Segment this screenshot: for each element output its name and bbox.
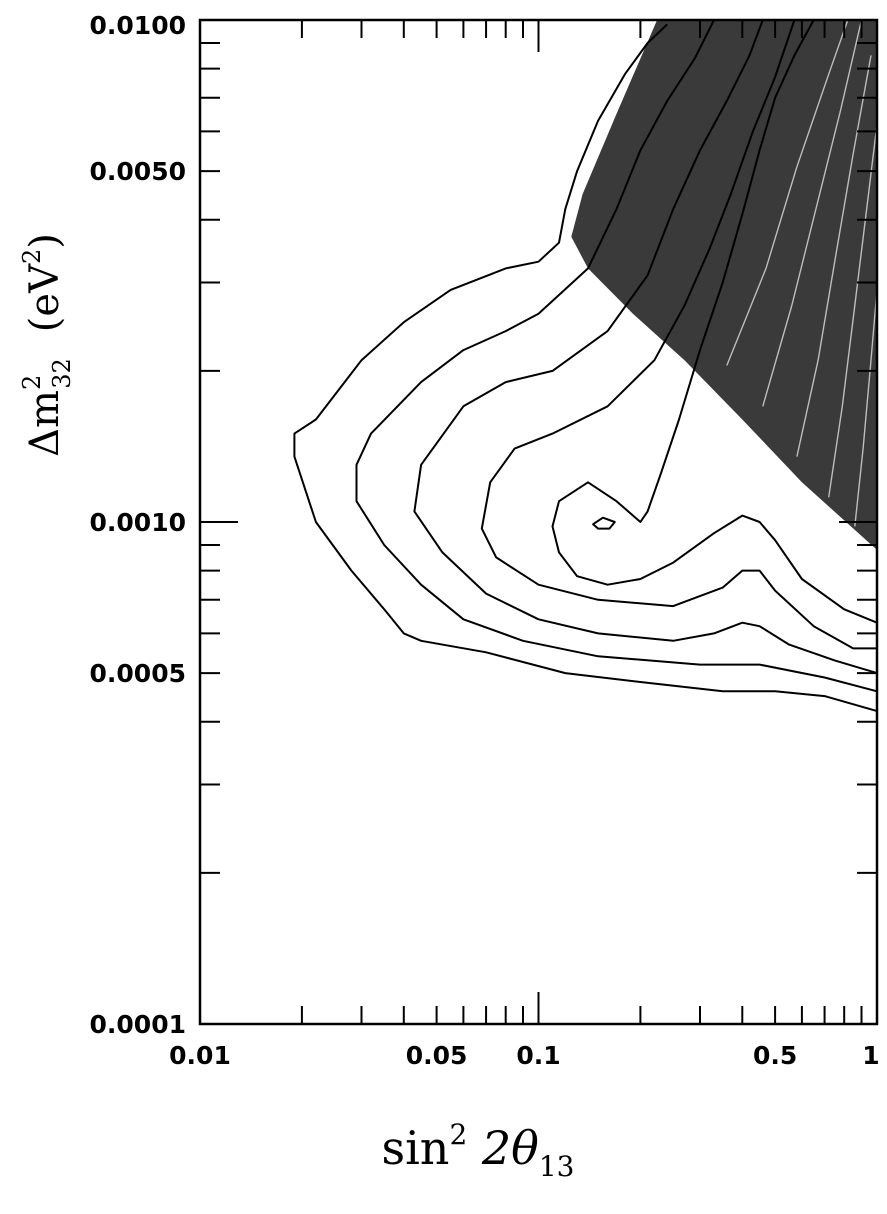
- y-axis-title-unit-sup: 2: [18, 249, 46, 264]
- x-axis-title-base: sin: [381, 1121, 449, 1175]
- x-tick-label: 1: [862, 1041, 879, 1070]
- x-axis-title-sub: 13: [539, 1150, 575, 1183]
- y-axis-title-sup: 2: [18, 375, 46, 390]
- excluded-region: [571, 20, 877, 550]
- y-tick-label: 0.0001: [90, 1010, 186, 1039]
- y-axis-title-base: Δm: [22, 390, 68, 457]
- contour-line-6: [592, 516, 616, 530]
- contour-line-1: [293, 23, 878, 713]
- y-axis-title-unit-open: (eV: [22, 263, 68, 332]
- contour-line-9: [796, 55, 872, 457]
- axis-ticks: [199, 20, 877, 1025]
- contour-line-7: [726, 19, 849, 366]
- contour-line-4: [480, 19, 877, 650]
- y-tick-label: 0.0010: [90, 508, 186, 537]
- contour-line-11: [854, 289, 878, 527]
- contour-line-8: [762, 19, 863, 407]
- y-axis-title-sub: 32: [48, 358, 76, 389]
- excluded-region-layer: [571, 20, 877, 550]
- y-tick-label: 0.0050: [90, 157, 186, 186]
- x-tick-label: 0.05: [406, 1041, 468, 1070]
- x-tick-labels: 0.01 0.05 0.1 0.5 1: [169, 1041, 880, 1070]
- contour-line-2: [355, 19, 878, 693]
- x-tick-label: 0.5: [753, 1041, 797, 1070]
- y-tick-label: 0.0005: [90, 659, 186, 688]
- x-axis-title-mid: 2θ: [467, 1121, 539, 1175]
- contour-line-3: [413, 19, 878, 675]
- contour-lines-layer: [293, 19, 878, 713]
- x-tick-label: 0.1: [516, 1041, 560, 1070]
- contour-line-10: [828, 124, 878, 498]
- contour-line-5: [551, 19, 878, 624]
- x-axis-title-sup: 2: [449, 1118, 467, 1151]
- y-axis-title: Δm232(eV2): [18, 233, 76, 457]
- x-axis-title: sin2 2θ13: [381, 1118, 574, 1183]
- y-tick-labels: 0.0100 0.0050 0.0010 0.0005 0.0001: [90, 11, 186, 1039]
- y-axis-title-unit-close: ): [22, 233, 68, 249]
- y-tick-label: 0.0100: [90, 11, 186, 40]
- x-tick-label: 0.01: [169, 1041, 231, 1070]
